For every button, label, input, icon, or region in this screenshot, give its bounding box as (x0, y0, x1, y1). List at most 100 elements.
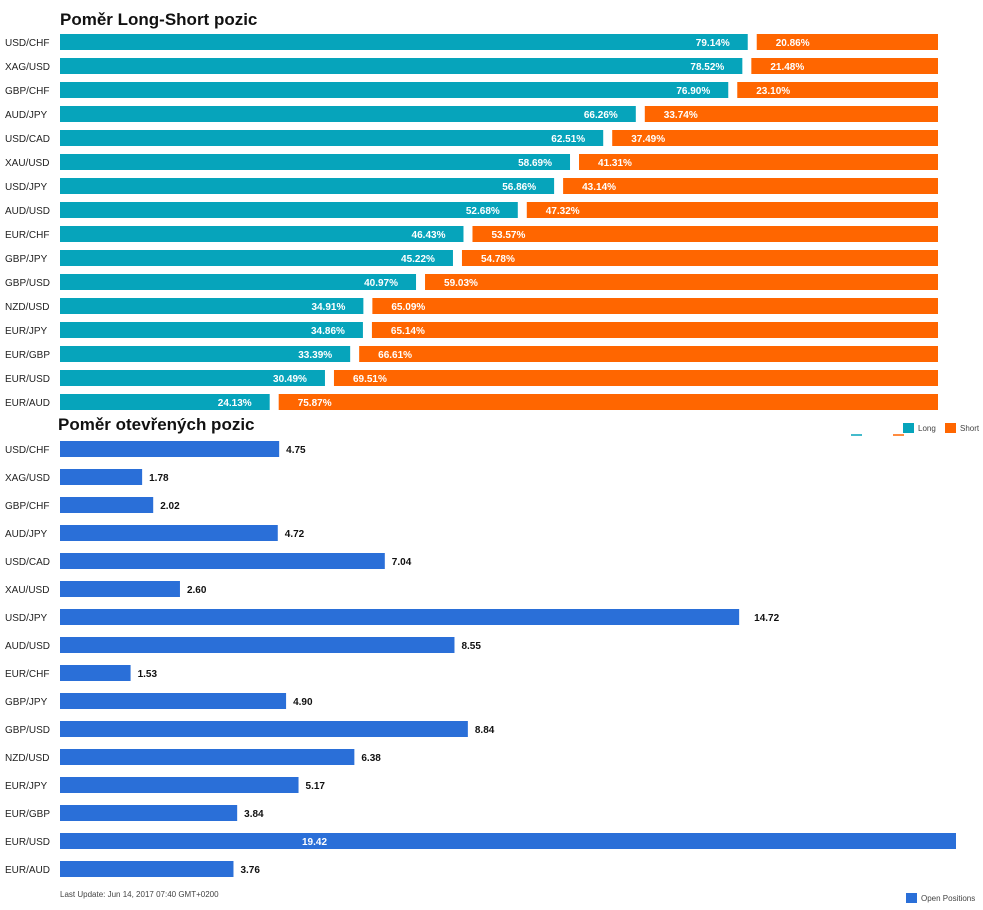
short-value-label: 47.32% (546, 206, 580, 217)
open-positions-bar (60, 749, 355, 765)
open-value-label: 2.02 (160, 501, 180, 512)
open-value-label: 8.84 (475, 725, 495, 736)
short-value-label: 43.14% (582, 182, 616, 193)
legend-short-swatch (945, 423, 956, 433)
short-value-label: 65.14% (391, 326, 425, 337)
open-value-label: 19.42 (302, 837, 327, 848)
long-bar (60, 298, 364, 314)
legend-open-swatch (906, 893, 917, 903)
short-bar (563, 178, 938, 194)
short-bar (461, 250, 938, 266)
category-label: EUR/JPY (5, 781, 48, 792)
short-value-label: 54.78% (481, 254, 515, 265)
category-label: USD/CAD (5, 134, 50, 145)
open-positions-bar (60, 637, 455, 653)
legend-long-label: Long (918, 424, 936, 433)
short-value-label: 21.48% (770, 62, 804, 73)
category-label: EUR/JPY (5, 326, 48, 337)
open-value-label: 5.17 (306, 781, 326, 792)
short-bar (425, 274, 938, 290)
category-label: USD/CHF (5, 38, 49, 49)
category-label: NZD/USD (5, 753, 49, 764)
open-positions-bar (60, 693, 287, 709)
category-label: AUD/JPY (5, 110, 48, 121)
open-value-label: 7.04 (392, 557, 412, 568)
long-value-label: 52.68% (466, 206, 500, 217)
open-value-label: 14.72 (754, 613, 779, 624)
long-value-label: 78.52% (690, 62, 724, 73)
long-value-label: 24.13% (218, 398, 252, 409)
long-short-legend: Long Short (851, 423, 980, 436)
short-value-label: 66.61% (378, 350, 412, 361)
short-value-label: 23.10% (756, 86, 790, 97)
category-label: EUR/GBP (5, 350, 50, 361)
long-value-label: 30.49% (273, 374, 307, 385)
short-value-label: 41.31% (598, 158, 632, 169)
category-label: EUR/CHF (5, 230, 49, 241)
category-label: GBP/JPY (5, 697, 48, 708)
category-label: AUD/USD (5, 206, 50, 217)
open-value-label: 6.38 (361, 753, 381, 764)
short-bar (359, 346, 938, 362)
long-value-label: 33.39% (298, 350, 332, 361)
category-label: EUR/USD (5, 374, 50, 385)
short-bar (756, 34, 938, 50)
open-positions-bar (60, 833, 956, 849)
short-bar (371, 322, 938, 338)
open-positions-bar (60, 609, 740, 625)
long-value-label: 56.86% (502, 182, 536, 193)
short-bar (579, 154, 938, 170)
long-value-label: 76.90% (676, 86, 710, 97)
legend-short-label: Short (960, 424, 980, 433)
short-bar (737, 82, 938, 98)
long-bar (60, 346, 351, 362)
category-label: EUR/AUD (5, 865, 50, 876)
open-positions-chart: USD/CHF 4.75 XAG/USD 1.78 GBP/CHF 2.02 AUD/JPY… (5, 441, 956, 877)
short-bar (372, 298, 938, 314)
open-positions-title: Poměr otevřených pozic (58, 415, 255, 434)
short-value-label: 65.09% (391, 302, 425, 313)
short-value-label: 53.57% (491, 230, 525, 241)
category-label: XAG/USD (5, 62, 50, 73)
long-value-label: 34.86% (311, 326, 345, 337)
open-positions-bar (60, 553, 385, 569)
category-label: USD/JPY (5, 613, 48, 624)
long-bar (60, 394, 270, 410)
category-label: USD/JPY (5, 182, 48, 193)
long-bar (60, 202, 518, 218)
short-value-label: 59.03% (444, 278, 478, 289)
open-value-label: 2.60 (187, 585, 207, 596)
category-label: AUD/JPY (5, 529, 48, 540)
long-bar (60, 58, 743, 74)
long-bar (60, 178, 555, 194)
long-bar (60, 274, 417, 290)
open-value-label: 3.84 (244, 809, 264, 820)
short-value-label: 33.74% (664, 110, 698, 121)
category-label: XAU/USD (5, 585, 49, 596)
short-bar (751, 58, 938, 74)
short-bar (526, 202, 938, 218)
open-positions-legend: Open Positions (906, 893, 975, 903)
short-value-label: 20.86% (776, 38, 810, 49)
open-value-label: 3.76 (240, 865, 260, 876)
open-value-label: 4.75 (286, 445, 306, 456)
open-positions-bar (60, 777, 299, 793)
category-label: XAU/USD (5, 158, 49, 169)
long-short-title: Poměr Long-Short pozic (60, 10, 257, 29)
long-bar (60, 34, 748, 50)
short-value-label: 37.49% (631, 134, 665, 145)
long-short-chart: USD/CHF 79.14% 20.86% XAG/USD 78.52% 21.48% GB… (5, 34, 939, 410)
last-update: Last Update: Jun 14, 2017 07:40 GMT+0200 (60, 890, 219, 899)
open-value-label: 4.72 (285, 529, 305, 540)
open-positions-bar (60, 581, 180, 597)
category-label: GBP/CHF (5, 86, 49, 97)
long-bar (60, 154, 571, 170)
long-value-label: 34.91% (311, 302, 345, 313)
open-value-label: 8.55 (461, 641, 481, 652)
short-bar (333, 370, 939, 386)
long-bar (60, 322, 363, 338)
long-value-label: 45.22% (401, 254, 435, 265)
category-label: EUR/GBP (5, 809, 50, 820)
long-bar (60, 250, 453, 266)
open-value-label: 1.53 (138, 669, 158, 680)
